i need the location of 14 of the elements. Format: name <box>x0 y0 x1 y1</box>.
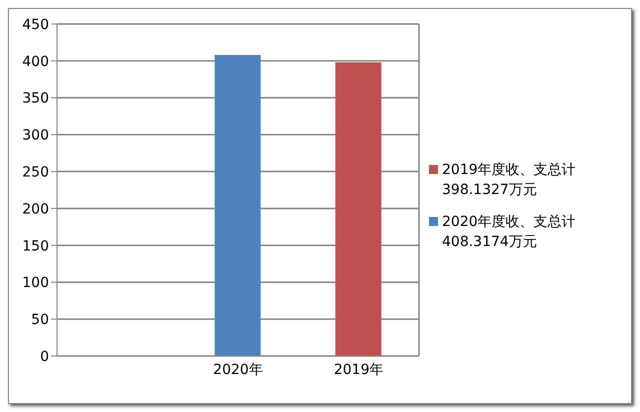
y-tick-label: 450 <box>22 16 49 33</box>
y-tick-label: 250 <box>22 164 49 181</box>
x-tick-label: 2020年 <box>213 362 263 378</box>
y-tick-label: 100 <box>22 275 49 292</box>
y-tick-label: 400 <box>22 54 49 70</box>
y-tick-label: 50 <box>31 312 49 328</box>
y-tick-label: 350 <box>22 90 49 107</box>
y-tick-label: 0 <box>40 348 49 365</box>
legend-label: 2020年度收、支总计 408.3174万元 <box>442 213 576 252</box>
legend-label: 2019年度收、支总计 398.1327万元 <box>442 161 576 200</box>
y-tick-label: 150 <box>22 238 49 254</box>
x-tick-label: 2019年 <box>334 362 384 378</box>
y-tick-label: 300 <box>22 128 49 144</box>
y-tick-label: 200 <box>22 201 49 218</box>
